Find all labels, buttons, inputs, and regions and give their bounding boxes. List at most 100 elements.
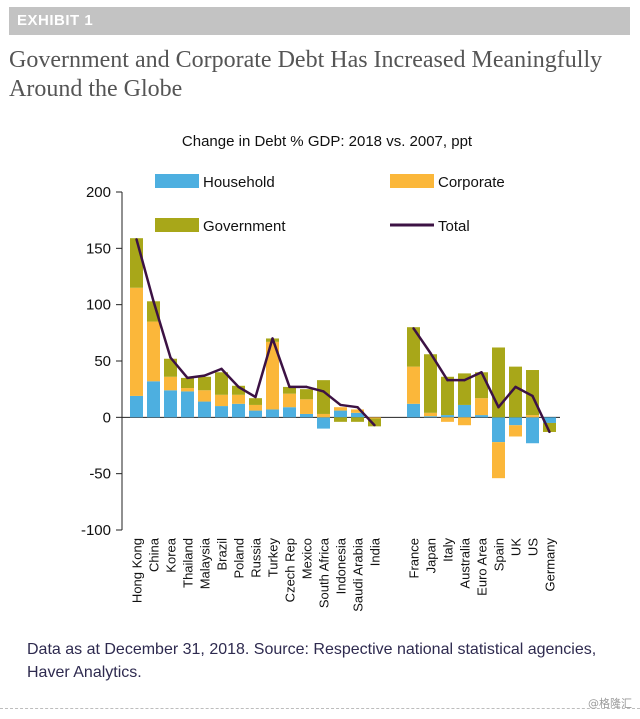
total-point-euro-area [480, 371, 483, 374]
bar-corporate-indonesia [334, 407, 347, 411]
headline: Government and Corporate Debt Has Increa… [9, 47, 603, 102]
y-tick-label: 100 [86, 297, 111, 314]
bar-government-euro-area [475, 372, 488, 399]
bar-government-thailand [181, 377, 194, 389]
bar-household-euro-area [475, 415, 488, 418]
bar-household-japan [424, 416, 437, 418]
bar-household-saudi-arabia [351, 412, 364, 418]
x-label-russia: Russia [249, 537, 264, 578]
bar-corporate-uk [509, 425, 522, 437]
legend-label-government: Government [203, 218, 286, 235]
total-point-france [412, 327, 415, 330]
bar-corporate-australia [458, 417, 471, 426]
bar-household-turkey [266, 409, 279, 418]
bar-corporate-japan [424, 412, 437, 417]
legend-swatch-household [155, 174, 199, 188]
x-label-brazil: Brazil [215, 538, 230, 571]
bar-household-germany [543, 417, 556, 423]
bar-household-korea [164, 390, 177, 418]
bar-corporate-mexico [300, 399, 313, 414]
y-tick-label: -100 [81, 522, 111, 539]
legend-swatch-corporate [390, 174, 434, 188]
bar-corporate-italy [441, 417, 454, 422]
x-label-india: India [368, 537, 383, 566]
bar-household-australia [458, 404, 471, 418]
bar-household-hong-kong [130, 395, 143, 418]
bar-household-france [407, 403, 420, 418]
x-label-czech-rep: Czech Rep [283, 538, 298, 602]
bar-household-russia [249, 410, 262, 418]
bar-corporate-poland [232, 394, 245, 404]
bar-household-china [147, 381, 160, 418]
bar-corporate-spain [492, 442, 505, 479]
bar-corporate-china [147, 321, 160, 382]
bar-household-indonesia [334, 410, 347, 418]
x-label-saudi-arabia: Saudi Arabia [351, 537, 366, 611]
bar-corporate-russia [249, 404, 262, 411]
bar-corporate-turkey [266, 341, 279, 410]
total-point-indonesia [339, 403, 342, 407]
legend-label-total: Total [438, 218, 470, 235]
bar-household-brazil [215, 406, 228, 418]
bar-corporate-france [407, 366, 420, 404]
total-point-india [373, 424, 376, 427]
total-line-series [135, 238, 551, 434]
bar-household-us [526, 417, 539, 444]
bar-government-poland [232, 385, 245, 395]
watermark: @格隆汇 [588, 697, 632, 710]
x-label-euro-area: Euro Area [475, 537, 490, 596]
total-point-malaysia [203, 374, 206, 377]
total-point-saudi-arabia [356, 405, 359, 409]
bar-household-uk [509, 417, 522, 426]
bar-household-mexico [300, 413, 313, 418]
x-label-poland: Poland [232, 538, 247, 578]
bar-government-mexico [300, 389, 313, 400]
bar-government-saudi-arabia [351, 417, 364, 422]
bar-government-indonesia [334, 417, 347, 422]
x-label-mexico: Mexico [300, 538, 315, 579]
bar-corporate-india [368, 417, 381, 419]
total-point-south-africa [322, 390, 325, 393]
x-label-france: France [407, 538, 422, 578]
x-label-malaysia: Malaysia [198, 537, 213, 589]
total-point-hong-kong [135, 238, 138, 241]
bar-household-poland [232, 403, 245, 418]
bar-corporate-hong-kong [130, 287, 143, 396]
bar-corporate-thailand [181, 388, 194, 392]
x-label-south-africa: South Africa [317, 537, 332, 608]
y-tick-label: 200 [86, 184, 111, 201]
x-label-hong-kong: Hong Kong [130, 538, 145, 603]
total-point-mexico [305, 385, 308, 389]
bar-corporate-korea [164, 376, 177, 391]
chart-title: Change in Debt % GDP: 2018 vs. 2007, ppt [182, 133, 473, 150]
bar-household-italy [441, 415, 454, 418]
total-point-russia [254, 395, 257, 399]
chart-legend: Household Corporate Government Total [155, 174, 505, 235]
bar-household-thailand [181, 391, 194, 418]
bar-government-uk [509, 366, 522, 418]
total-point-spain [497, 405, 500, 409]
x-label-italy: Italy [441, 538, 456, 562]
bar-corporate-euro-area [475, 398, 488, 416]
bar-government-czech-rep [283, 386, 296, 394]
bar-corporate-us [526, 415, 539, 418]
total-point-czech-rep [288, 385, 291, 389]
total-point-germany [548, 430, 551, 434]
bar-government-france [407, 327, 420, 367]
bar-government-south-africa [317, 380, 330, 414]
y-tick-label: 150 [86, 240, 111, 257]
exhibit-banner: EXHIBIT 1 [9, 7, 630, 35]
legend-label-corporate: Corporate [438, 174, 505, 191]
bottom-divider [0, 708, 640, 709]
total-point-australia [463, 378, 466, 382]
total-point-korea [169, 356, 172, 359]
x-label-australia: Australia [458, 537, 473, 588]
bar-corporate-brazil [215, 394, 228, 407]
bar-corporate-malaysia [198, 390, 211, 402]
source-footnote: Data as at December 31, 2018. Source: Re… [27, 641, 597, 681]
bar-household-south-africa [317, 417, 330, 429]
x-label-turkey: Turkey [266, 538, 281, 578]
x-label-us: US [526, 538, 541, 556]
y-tick-label: -50 [89, 466, 111, 483]
x-label-korea: Korea [164, 537, 179, 572]
